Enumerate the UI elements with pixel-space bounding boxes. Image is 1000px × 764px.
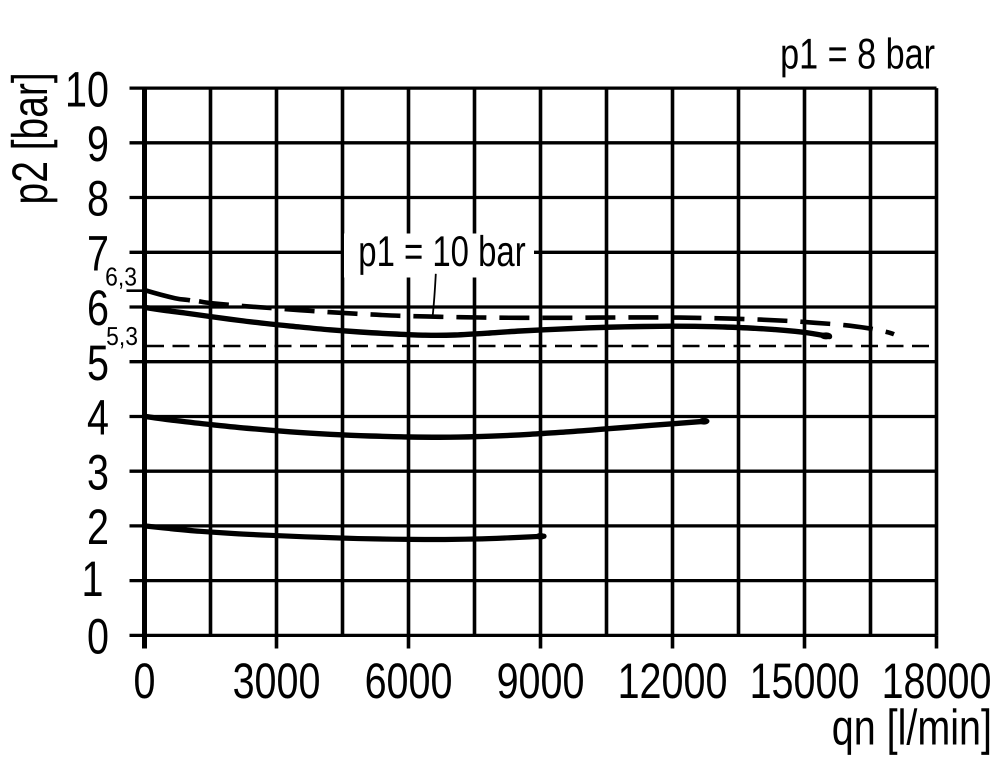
svg-text:8: 8 xyxy=(87,171,109,227)
svg-text:9: 9 xyxy=(87,116,109,172)
svg-text:6,3: 6,3 xyxy=(105,261,137,291)
svg-text:2: 2 xyxy=(87,499,109,555)
svg-text:4: 4 xyxy=(87,390,109,446)
svg-text:18000: 18000 xyxy=(882,653,992,709)
svg-text:3000: 3000 xyxy=(233,653,321,709)
svg-text:6000: 6000 xyxy=(365,653,453,709)
svg-text:5,3: 5,3 xyxy=(106,321,138,351)
svg-text:0: 0 xyxy=(87,609,109,665)
svg-text:1: 1 xyxy=(82,551,104,607)
svg-text:p2 [bar]: p2 [bar] xyxy=(2,72,58,204)
svg-text:6: 6 xyxy=(87,280,109,336)
svg-text:7: 7 xyxy=(87,226,109,282)
svg-text:0: 0 xyxy=(134,653,156,709)
svg-text:12000: 12000 xyxy=(618,653,728,709)
svg-text:5: 5 xyxy=(87,335,109,391)
svg-text:15000: 15000 xyxy=(750,653,860,709)
svg-text:3: 3 xyxy=(87,444,109,500)
svg-text:9000: 9000 xyxy=(497,653,585,709)
svg-text:p1 = 10 bar: p1 = 10 bar xyxy=(358,228,525,276)
svg-text:qn [l/min]: qn [l/min] xyxy=(832,700,992,756)
svg-text:10: 10 xyxy=(65,61,109,117)
svg-text:p1 = 8 bar: p1 = 8 bar xyxy=(780,31,935,79)
